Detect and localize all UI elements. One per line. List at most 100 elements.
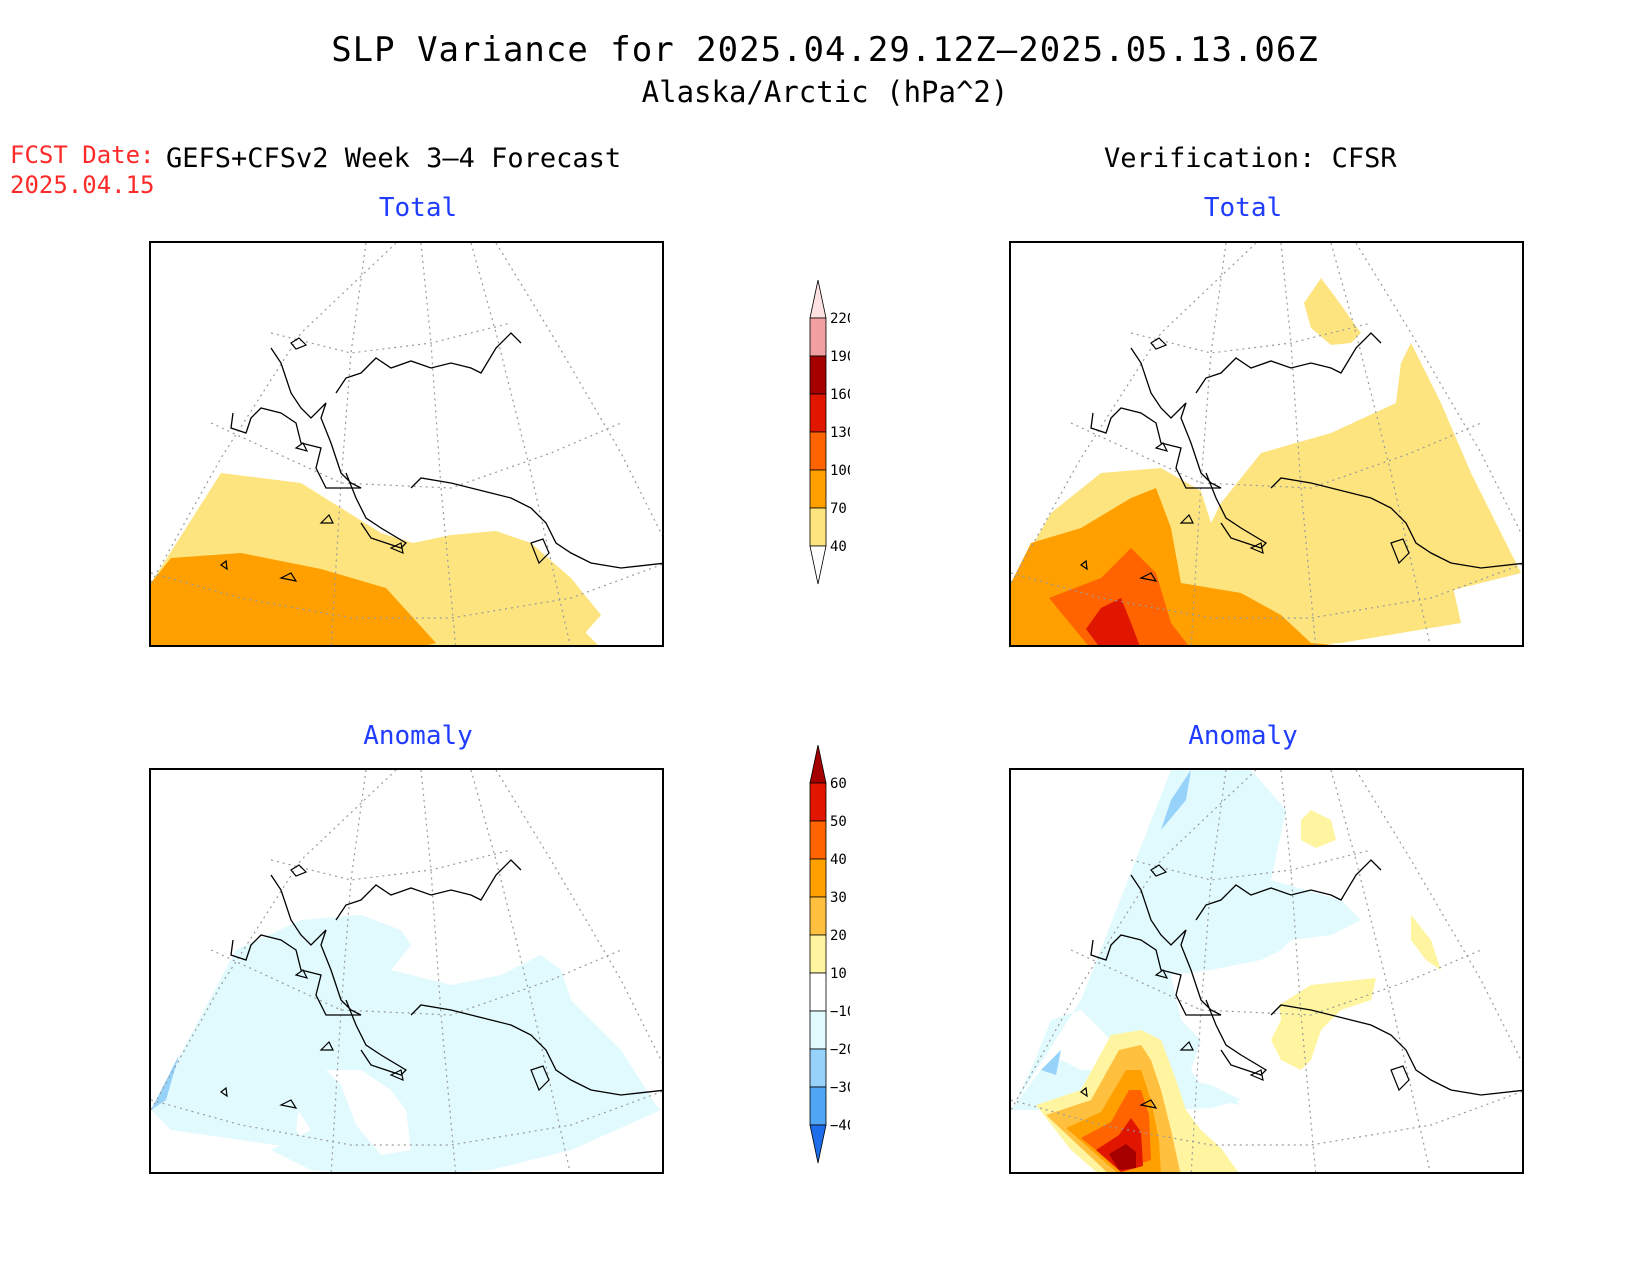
alaska-coastline (1090, 332, 1522, 569)
island-outline (1249, 1069, 1264, 1081)
graticule (151, 243, 662, 645)
panel-title-forecast-total: Total (378, 193, 458, 223)
colorbar-swatch (809, 1048, 827, 1088)
colorbar-anomaly-svg: 60 50 40 30 20 10 −10 −20 −30 −40 (809, 744, 855, 1164)
colorbar-swatch (809, 972, 827, 1012)
graticule-line (1070, 949, 1482, 1016)
island-outline (389, 542, 404, 554)
island-outline (290, 864, 308, 877)
verification-column-header: Verification: CFSR (1104, 143, 1397, 174)
graticule-line (1070, 422, 1482, 489)
colorbar-tick-label: 10 (830, 966, 847, 982)
colorbar-tick-label: −20 (830, 1042, 850, 1058)
island-outline (1139, 572, 1158, 582)
panel-title-verification-anomaly: Anomaly (1188, 721, 1298, 751)
figure-title: SLP Variance for 2025.04.29.12Z–2025.05.… (331, 30, 1319, 70)
graticule-line (1011, 243, 1257, 584)
colorbar-tick-label: 130 (830, 425, 850, 441)
shading-layer (151, 473, 601, 645)
colorbar-tick-label: 40 (830, 852, 847, 868)
alaska-coastline (230, 859, 662, 1096)
graticule-line (495, 770, 662, 1064)
map-panel-forecast-total (149, 241, 664, 647)
colorbar-swatch (809, 896, 827, 936)
island-outline (1390, 1065, 1410, 1092)
fcst-date: FCST Date: 2025.04.15 (10, 140, 155, 200)
colorbar-swatch (809, 355, 827, 395)
island-outline (279, 572, 298, 582)
graticule-line (1355, 243, 1522, 537)
island-outline (279, 1099, 298, 1109)
alaska-coastline (1090, 859, 1522, 1096)
map-panel-verification-total (1009, 241, 1524, 647)
island-outline (290, 337, 308, 350)
graticule-line (1330, 770, 1431, 1172)
colorbar-tick-label: 220 (830, 311, 850, 327)
colorbar-tick-label: −40 (830, 1118, 850, 1134)
colorbar-bottom-arrow (809, 1124, 827, 1164)
graticule-line (330, 243, 367, 645)
colorbar-tick-label: 100 (830, 463, 850, 479)
graticule-line (1130, 322, 1372, 354)
colorbar-tick-label: −30 (830, 1080, 850, 1096)
colorbar-total: 220 190 160 130 100 70 40 (790, 279, 855, 624)
panel-title-forecast-anomaly: Anomaly (363, 721, 473, 751)
island-outline (319, 513, 334, 524)
coastline (1079, 859, 1522, 1109)
island-outline (389, 1069, 404, 1081)
graticule-line (1355, 770, 1522, 1064)
island-outline (1150, 337, 1168, 350)
colorbar-tick-label: 60 (830, 776, 847, 792)
island-outline (1179, 1040, 1194, 1051)
graticule (151, 770, 662, 1172)
island-outline (219, 1086, 228, 1098)
graticule (1011, 243, 1522, 645)
map-forecast-total (151, 243, 662, 645)
graticule-line (270, 322, 512, 354)
island-outline (294, 969, 309, 979)
island-outline (1139, 1099, 1158, 1109)
map-verification-total (1011, 243, 1522, 645)
fcst-date-label: FCST Date: (10, 141, 155, 169)
island-outline (1154, 442, 1169, 452)
graticule-line (1190, 770, 1227, 1172)
graticule-line (270, 849, 512, 881)
island-outline (1179, 513, 1194, 524)
panel-title-verification-total: Total (1203, 193, 1283, 223)
colorbar-bottom-arrow (809, 545, 827, 585)
colorbar-top-arrow (809, 279, 827, 319)
colorbar-tick-label: 70 (830, 501, 847, 517)
shading-layer (1011, 770, 1441, 1172)
colorbar-tick-label: 40 (830, 539, 847, 555)
colorbar-swatch (809, 317, 827, 357)
colorbar-tick-label: 190 (830, 349, 850, 365)
shading-layer (151, 915, 661, 1172)
colorbar-swatch (809, 393, 827, 433)
colorbar-total-svg: 220 190 160 130 100 70 40 (809, 279, 855, 585)
map-forecast-anomaly (151, 770, 662, 1172)
graticule-line (1011, 770, 1257, 1111)
map-panel-forecast-anomaly (149, 768, 664, 1174)
colorbar-swatch (809, 507, 827, 547)
map-panel-verification-anomaly (1009, 768, 1524, 1174)
island-outline (219, 559, 228, 571)
coastline (219, 332, 662, 582)
island-outline (1079, 559, 1088, 571)
graticule-line (151, 243, 397, 584)
graticule (1011, 770, 1522, 1172)
colorbar-swatch (809, 858, 827, 898)
graticule-line (210, 422, 622, 489)
colorbar-swatch (809, 1010, 827, 1050)
island-outline (1154, 969, 1169, 979)
graticule-line (330, 770, 367, 1172)
coastline (1079, 332, 1522, 582)
island-outline (1249, 542, 1264, 554)
island-outline (1150, 864, 1168, 877)
graticule-line (151, 770, 397, 1111)
figure-subtitle: Alaska/Arctic (hPa^2) (641, 75, 1009, 109)
colorbar-tick-label: 20 (830, 928, 847, 944)
island-outline (1390, 538, 1410, 565)
colorbar-tick-label: 30 (830, 890, 847, 906)
graticule-line (1190, 243, 1227, 645)
island-outline (294, 442, 309, 452)
